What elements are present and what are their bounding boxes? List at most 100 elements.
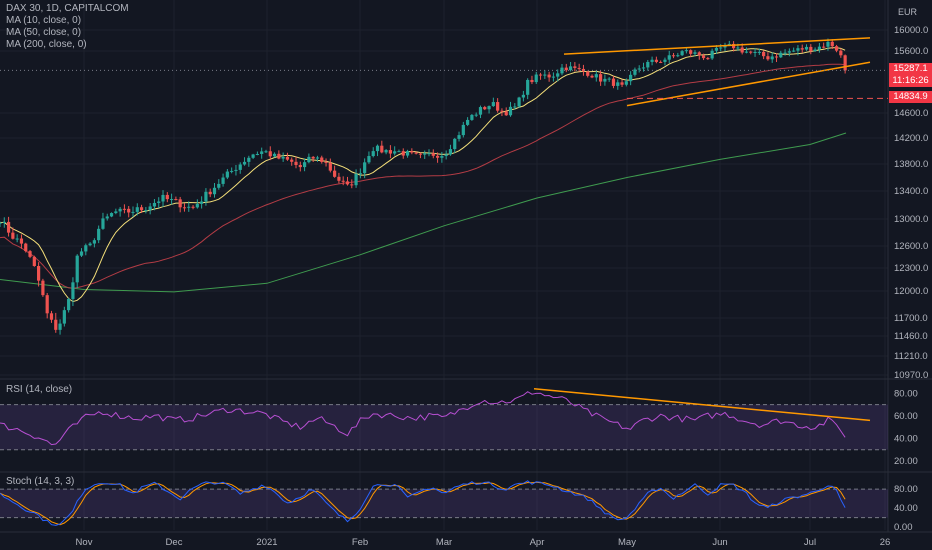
candle (341, 176, 345, 186)
candle (766, 52, 770, 61)
candle (689, 49, 693, 58)
candle (375, 144, 380, 157)
candle-body (663, 59, 667, 62)
candle (268, 146, 272, 161)
candle (247, 155, 251, 167)
candle (62, 306, 66, 327)
candle-body (448, 149, 453, 155)
candle (182, 203, 187, 212)
candle (723, 42, 727, 52)
candle-body (294, 161, 298, 166)
candle-body (547, 74, 551, 78)
candle-body (75, 255, 79, 283)
price-tick-label: 12600.0 (894, 241, 928, 252)
candle (204, 188, 208, 206)
candle (577, 63, 581, 72)
candle-body (697, 52, 701, 56)
candle-body (774, 56, 779, 58)
candle (663, 57, 667, 66)
candle-body (418, 153, 423, 155)
candle-body (58, 323, 62, 330)
candle-body (45, 295, 49, 314)
candle (757, 48, 761, 55)
candle-body (324, 161, 328, 163)
candle-body (174, 199, 178, 201)
candle-body (650, 59, 654, 62)
candle-body (809, 46, 813, 52)
candle-body (526, 79, 530, 95)
candle (367, 151, 371, 164)
candle (135, 203, 139, 216)
candle (148, 202, 152, 215)
candle-body (654, 59, 658, 62)
candle (491, 97, 495, 107)
candle (478, 105, 483, 119)
candle (290, 157, 294, 166)
candle-body (358, 173, 362, 175)
candle-body (208, 191, 212, 195)
candle-body (268, 151, 272, 157)
price-tick-label: 12000.0 (894, 286, 928, 297)
candle (345, 176, 350, 186)
candle (79, 248, 84, 258)
time-tick-label: Jul (804, 537, 816, 548)
candle-body (320, 157, 324, 162)
candle-body (727, 43, 731, 46)
candle (71, 277, 75, 307)
candle (792, 47, 796, 53)
time-tick-label: 26 (880, 537, 891, 548)
candle-body (491, 102, 495, 107)
channel-upper-trendline (563, 37, 871, 55)
candle (212, 182, 217, 198)
candle (787, 48, 791, 57)
candle-body (581, 68, 586, 72)
candle (822, 42, 826, 49)
candle (435, 152, 440, 163)
candle (517, 96, 521, 108)
candle (564, 63, 568, 73)
candle-body (405, 151, 410, 156)
candle (54, 312, 58, 333)
candle (2, 217, 6, 228)
candle (573, 62, 577, 72)
candle-body (496, 102, 500, 111)
candle-body (62, 310, 66, 324)
candle (88, 242, 92, 247)
candle-body (92, 240, 96, 244)
candle (594, 71, 598, 82)
candle (307, 153, 311, 164)
candle (11, 227, 15, 240)
candle-body (0, 222, 2, 224)
candle-body (67, 298, 71, 311)
candle (496, 98, 500, 113)
candle (684, 47, 688, 54)
candle (388, 145, 392, 159)
candle (418, 152, 423, 159)
candle (32, 255, 36, 267)
candle (131, 206, 135, 218)
candle-body (388, 150, 392, 154)
candle (6, 216, 11, 237)
candle-body (568, 66, 573, 71)
candle-body (453, 138, 457, 150)
candle-body (302, 162, 307, 168)
candle-body (564, 67, 568, 71)
candle-body (161, 194, 165, 202)
candle-body (521, 94, 525, 98)
candle-body (466, 119, 470, 125)
time-tick-label: 2021 (256, 537, 277, 548)
candle-body (659, 61, 663, 63)
candle-body (122, 208, 127, 210)
candle (281, 152, 285, 162)
candle (195, 199, 199, 209)
candle-body (487, 106, 491, 110)
time-tick-label: Dec (166, 537, 183, 548)
candle-body (204, 191, 208, 202)
candle-body (701, 55, 706, 59)
candle (170, 193, 174, 205)
candle (521, 90, 525, 102)
price-tick-label: 11460.0 (894, 331, 928, 342)
candle-body (251, 154, 255, 158)
candle (105, 213, 109, 221)
